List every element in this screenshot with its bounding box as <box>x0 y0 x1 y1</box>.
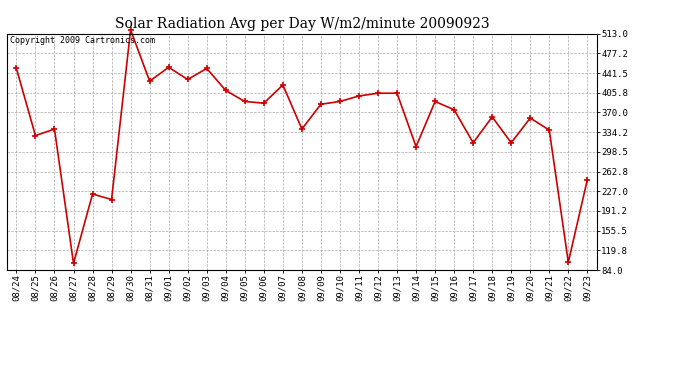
Title: Solar Radiation Avg per Day W/m2/minute 20090923: Solar Radiation Avg per Day W/m2/minute … <box>115 17 489 31</box>
Text: Copyright 2009 Cartronics.com: Copyright 2009 Cartronics.com <box>10 36 155 45</box>
